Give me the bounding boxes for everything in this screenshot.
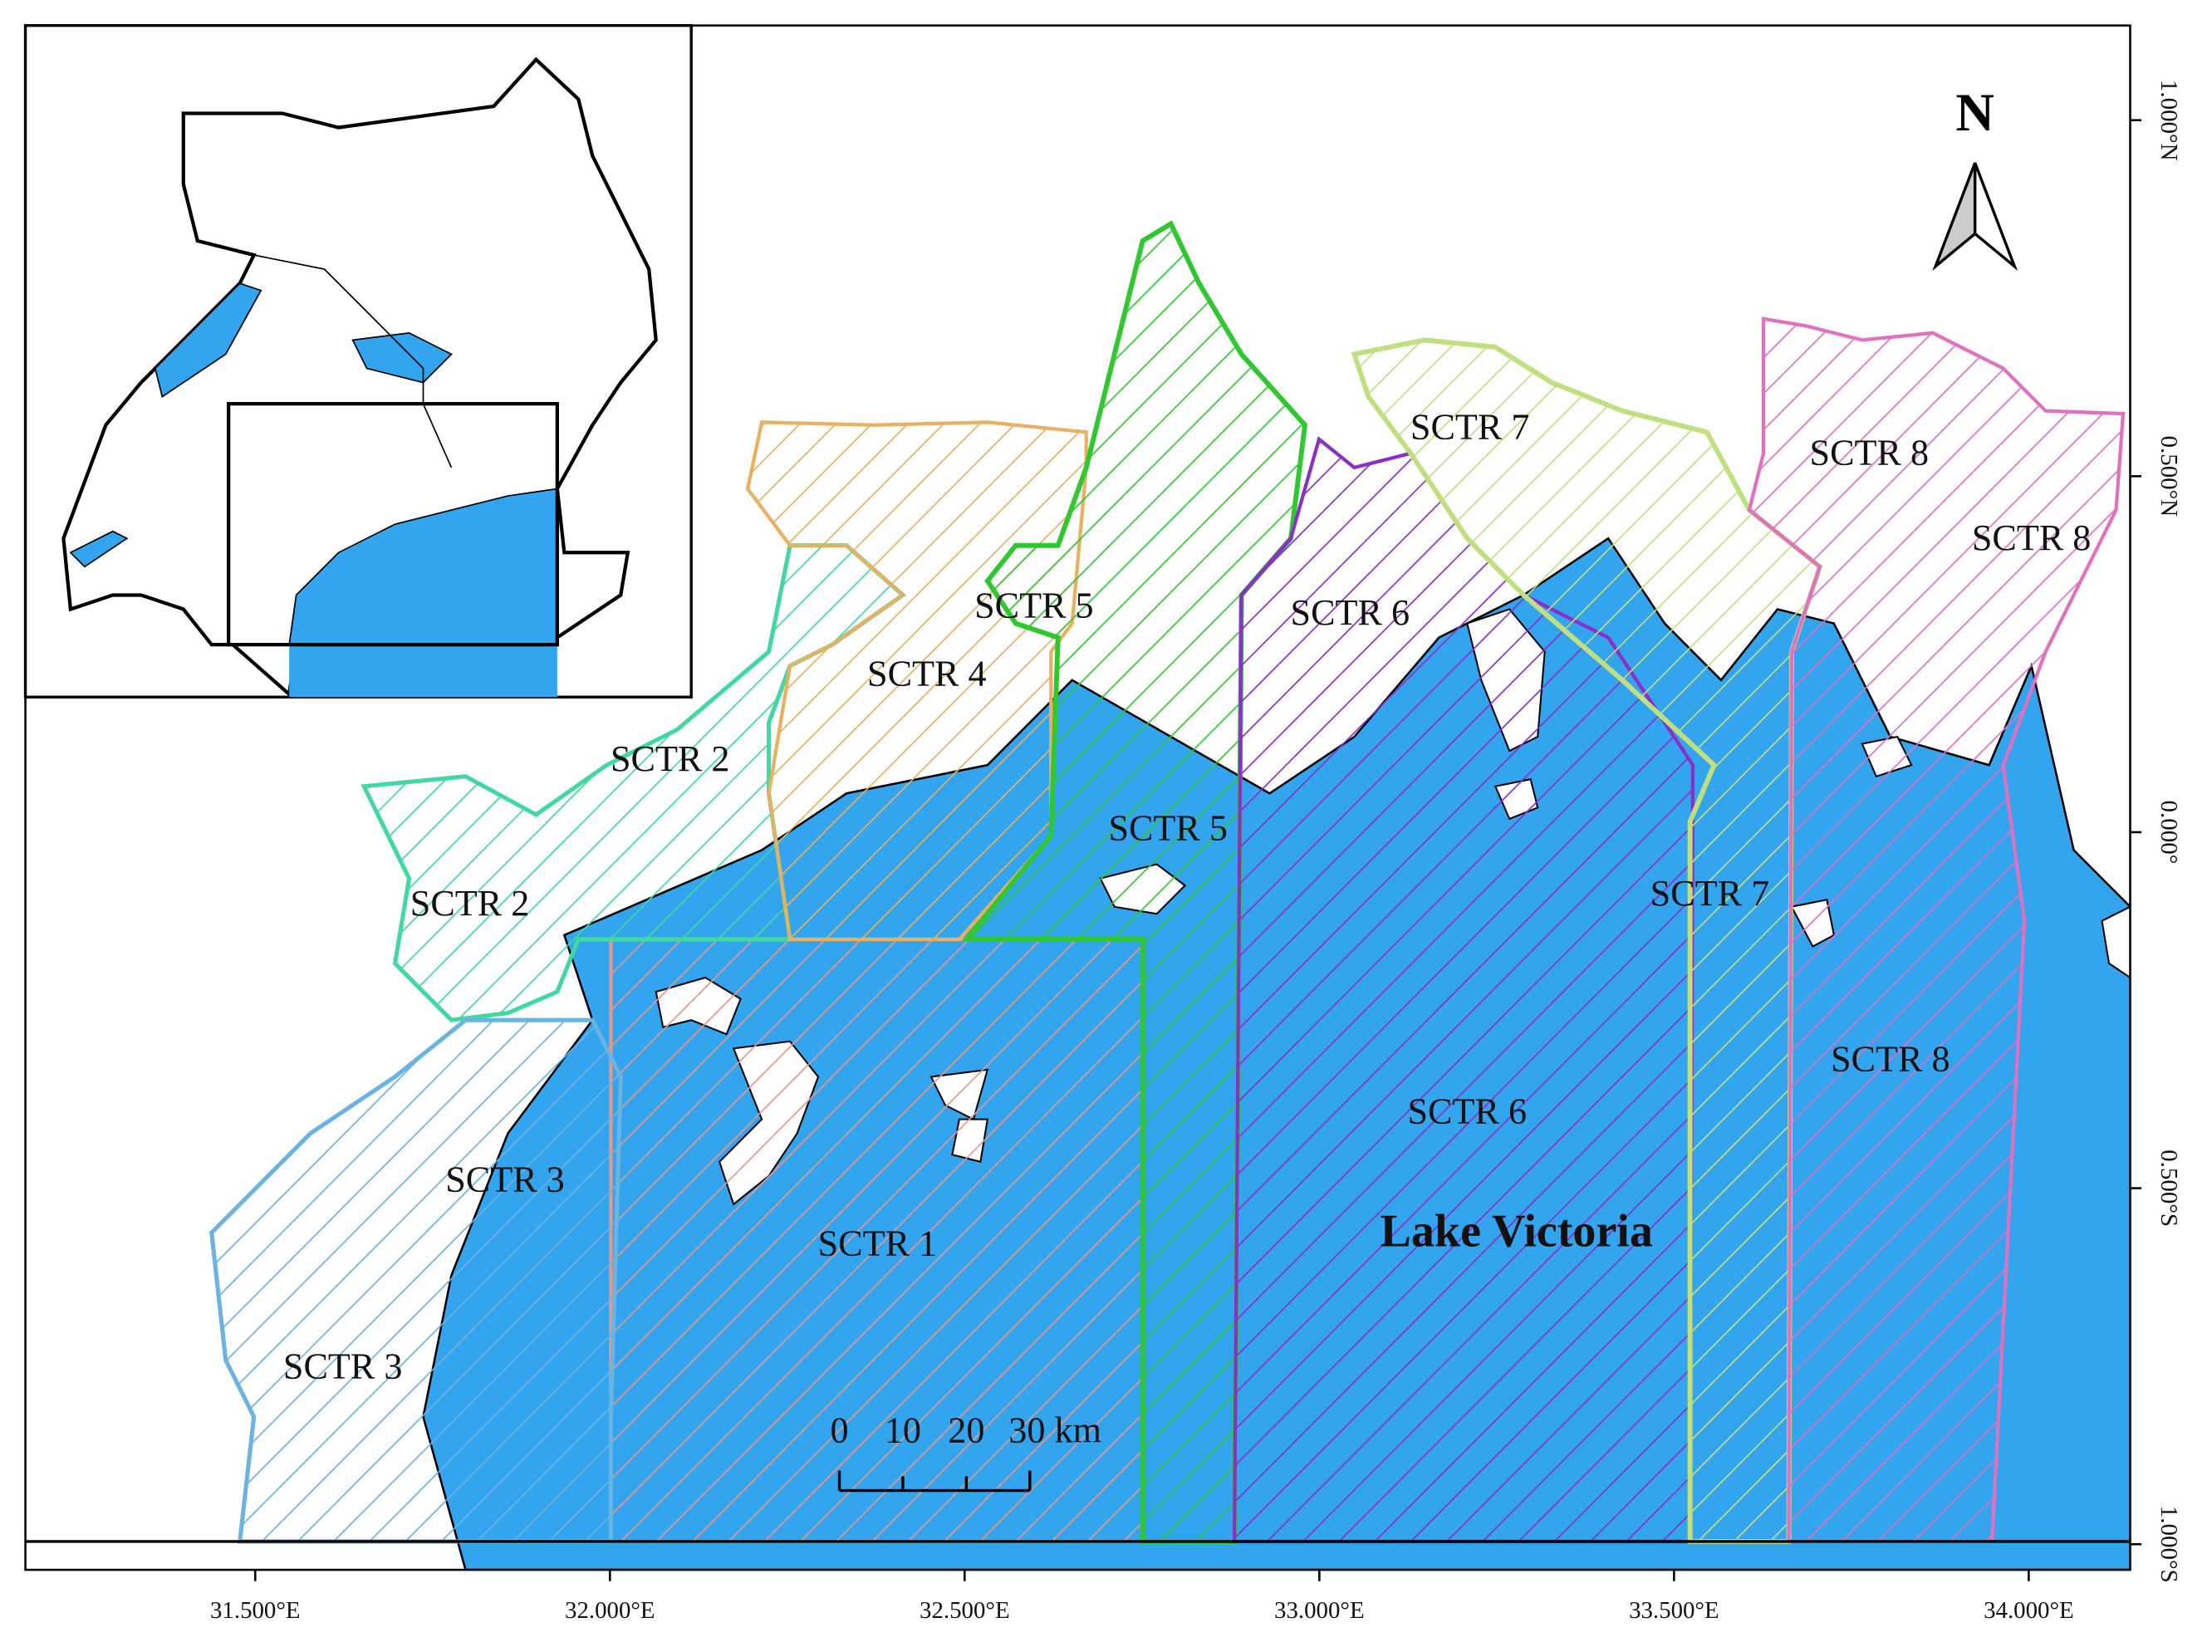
- scale-label: 30 km: [1008, 1409, 1101, 1450]
- map-frame: [24, 24, 2131, 1571]
- sector-label: SCTR 2: [611, 738, 730, 779]
- y-tick-label: 0.500°N: [2156, 435, 2182, 517]
- y-tick-label: 0.000°: [2156, 801, 2182, 865]
- sector-8: [1747, 316, 2126, 1544]
- sector-3: [209, 1017, 623, 1544]
- sector-label: SCTR 6: [1291, 592, 1410, 633]
- sector-label: SCTR 7: [1650, 873, 1770, 914]
- sector-labels: SCTR 1 SCTR 2 SCTR 2 SCTR 3 SCTR 3 SCTR …: [283, 407, 2091, 1387]
- x-tick-label: 32.500°E: [920, 1597, 1010, 1624]
- x-tick-label: 33.000°E: [1274, 1597, 1365, 1624]
- x-tick-label: 32.000°E: [565, 1597, 655, 1624]
- sector-label: SCTR 8: [1810, 432, 1930, 473]
- sector-4: [745, 420, 1088, 942]
- lake-label: Lake Victoria: [1381, 1205, 1653, 1257]
- sector-label: SCTR 8: [1831, 1038, 1950, 1079]
- sector-label: SCTR 7: [1410, 407, 1530, 448]
- y-tick-label: 1.000°S: [2156, 1506, 2182, 1583]
- sector-label: SCTR 8: [1972, 517, 2092, 558]
- x-tick-label: 33.500°E: [1629, 1597, 1719, 1624]
- scale-label: 0: [830, 1409, 848, 1450]
- inset: [23, 23, 693, 699]
- scale-label: 10: [885, 1409, 921, 1450]
- x-tick-label: 34.000°E: [1984, 1597, 2074, 1624]
- sector-label: SCTR 4: [867, 653, 987, 694]
- sector-label: SCTR 5: [974, 586, 1094, 626]
- sector-label: SCTR 6: [1408, 1091, 1528, 1132]
- sector-label: SCTR 1: [818, 1223, 938, 1263]
- x-tick-label: 31.500°E: [210, 1597, 301, 1624]
- map-body: [25, 25, 2131, 1571]
- sector-label: SCTR 5: [1108, 807, 1228, 848]
- sector-label: SCTR 3: [283, 1346, 403, 1387]
- scale-bar: [837, 1470, 1032, 1493]
- sector-5: [961, 220, 1308, 1544]
- axes: 31.500°E 32.000°E 32.500°E 33.000°E 33.500°E…: [210, 80, 2182, 1624]
- sector-label: SCTR 2: [410, 883, 530, 924]
- north-label: N: [1955, 82, 1994, 142]
- north-arrow: N: [1932, 82, 2018, 272]
- scale-label: 20: [948, 1409, 984, 1450]
- y-tick-label: 1.000°N: [2156, 80, 2182, 161]
- sector-label: SCTR 3: [445, 1159, 565, 1199]
- y-tick-label: 0.500°S: [2156, 1150, 2182, 1227]
